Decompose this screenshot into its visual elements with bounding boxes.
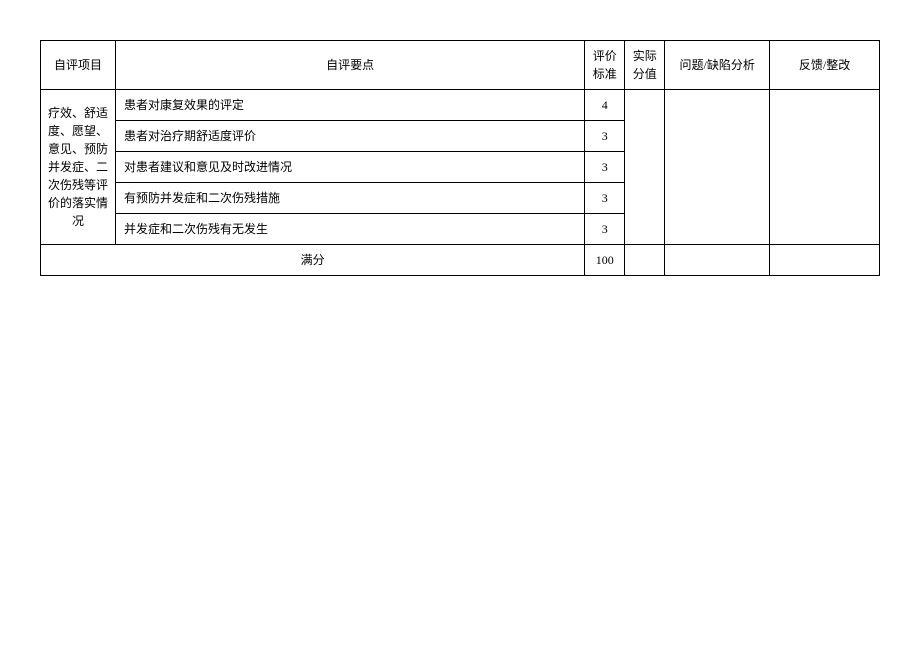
standard-cell: 3 (585, 121, 625, 152)
header-item: 自评要点 (115, 41, 584, 90)
total-analysis-cell (665, 245, 770, 276)
standard-cell: 4 (585, 90, 625, 121)
header-actual: 实际分值 (625, 41, 665, 90)
table-row: 疗效、舒适度、愿望、意见、预防并发症、二次伤残等评价的落实情况 患者对康复效果的… (41, 90, 880, 121)
total-standard-cell: 100 (585, 245, 625, 276)
item-cell: 患者对康复效果的评定 (115, 90, 584, 121)
item-cell: 并发症和二次伤残有无发生 (115, 214, 584, 245)
category-cell: 疗效、舒适度、愿望、意见、预防并发症、二次伤残等评价的落实情况 (41, 90, 116, 245)
table-header-row: 自评项目 自评要点 评价标准 实际分值 问题/缺陷分析 反馈/整改 (41, 41, 880, 90)
header-feedback: 反馈/整改 (770, 41, 880, 90)
standard-cell: 3 (585, 152, 625, 183)
table-total-row: 满分 100 (41, 245, 880, 276)
actual-cell (625, 90, 665, 245)
analysis-cell (665, 90, 770, 245)
standard-cell: 3 (585, 214, 625, 245)
header-standard: 评价标准 (585, 41, 625, 90)
header-analysis: 问题/缺陷分析 (665, 41, 770, 90)
item-cell: 有预防并发症和二次伤残措施 (115, 183, 584, 214)
header-category: 自评项目 (41, 41, 116, 90)
evaluation-table: 自评项目 自评要点 评价标准 实际分值 问题/缺陷分析 反馈/整改 疗效、舒适度… (40, 40, 880, 276)
item-cell: 患者对治疗期舒适度评价 (115, 121, 584, 152)
total-actual-cell (625, 245, 665, 276)
feedback-cell (770, 90, 880, 245)
total-feedback-cell (770, 245, 880, 276)
standard-cell: 3 (585, 183, 625, 214)
item-cell: 对患者建议和意见及时改进情况 (115, 152, 584, 183)
total-label-cell: 满分 (41, 245, 585, 276)
